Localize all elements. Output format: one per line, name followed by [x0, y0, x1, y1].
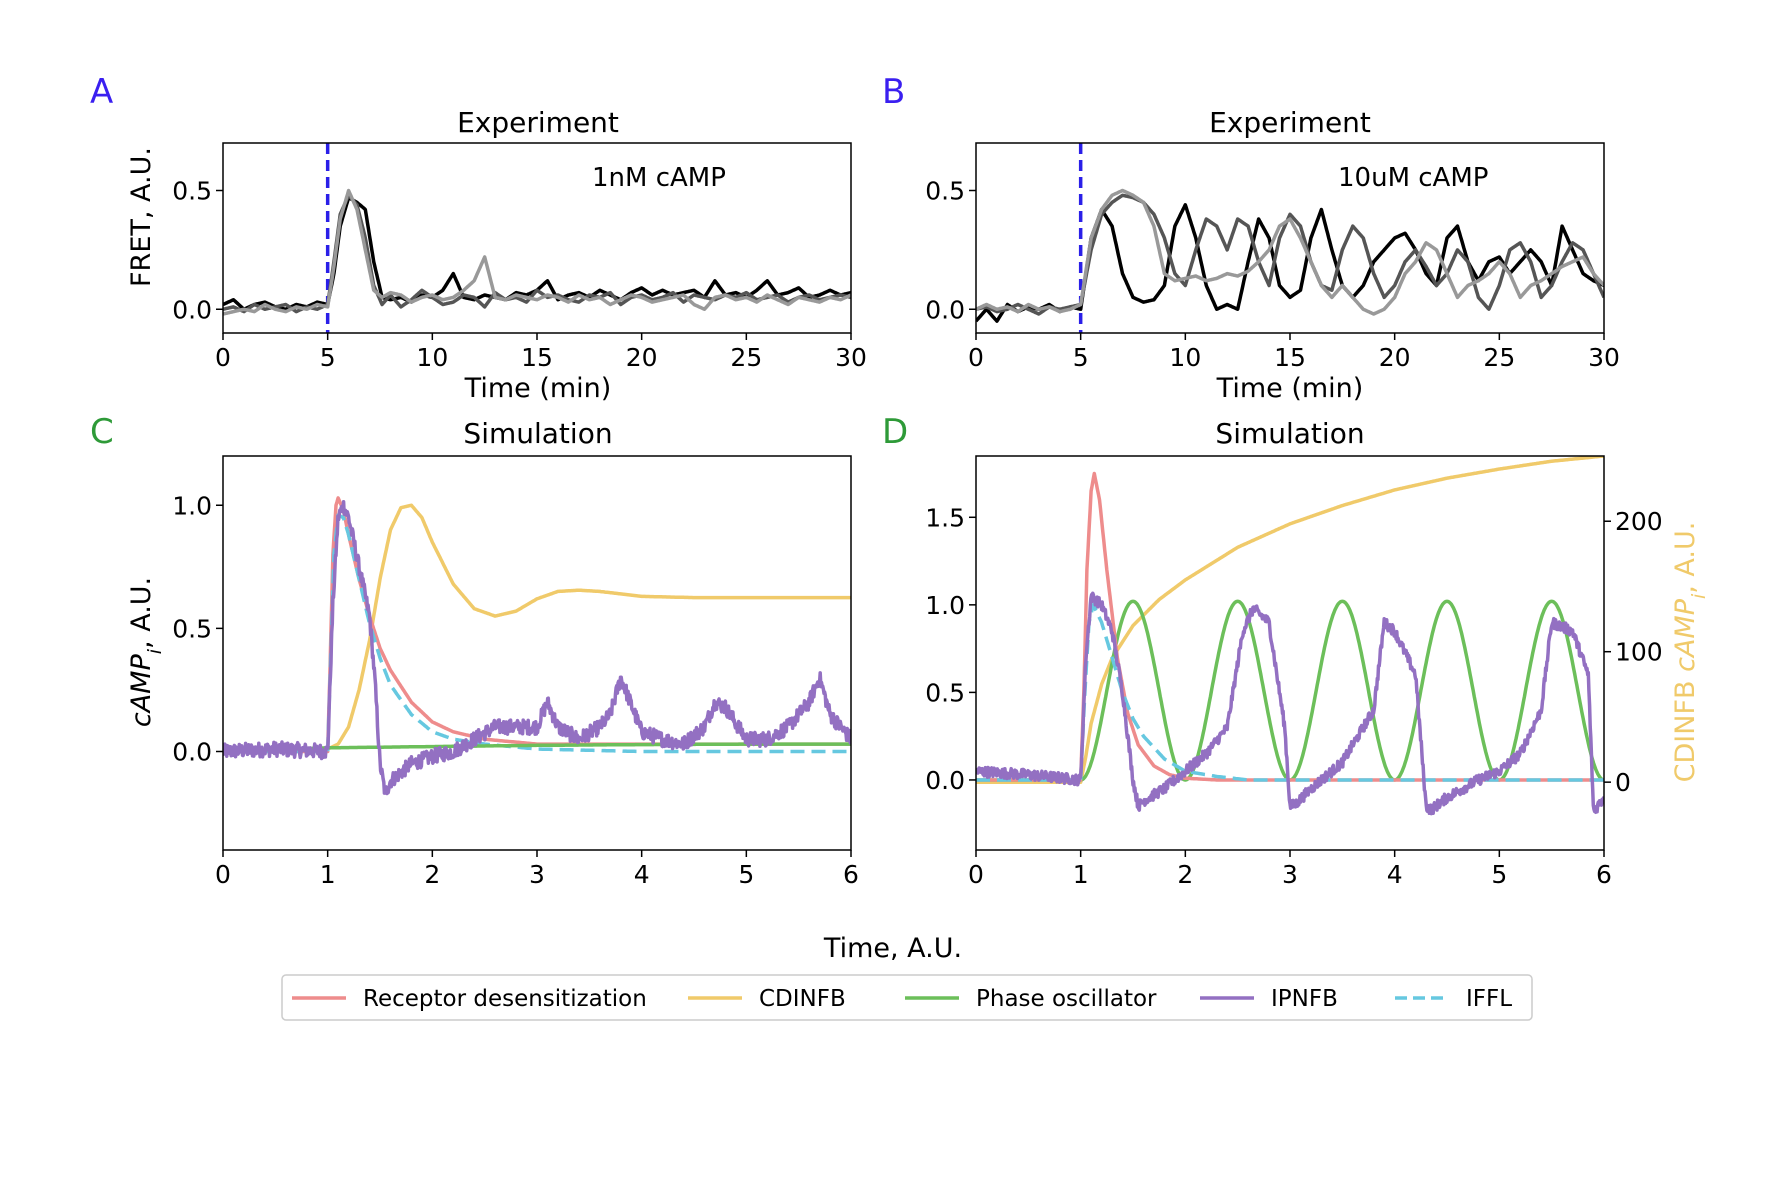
panel-c-plot: 0 1 2 3 4 5 6 0.0 0.5 1.0: [172, 455, 859, 889]
panel-b: B Experiment 10uM cAMP Time (min): [882, 72, 1488, 404]
x-tick-label: 1: [1073, 860, 1089, 889]
y2-tick-label: 100: [1615, 638, 1663, 667]
panel-a-annotation: 1nM cAMP: [592, 163, 726, 193]
x-tick-label: 2: [1177, 860, 1193, 889]
series-line-ipnfb: [976, 591, 1604, 816]
plot-frame: [222, 455, 852, 851]
x-tick-label: 3: [1282, 860, 1298, 889]
legend-label-ipnfb: IPNFB: [1271, 986, 1338, 1012]
y2-tick-label: 200: [1615, 507, 1663, 536]
y-tick-label: 1.5: [925, 503, 965, 532]
x-tick-label: 5: [738, 860, 754, 889]
series-line-trace-2: [976, 188, 1604, 316]
series-line-trace-0: [976, 203, 1604, 323]
series-group: [976, 456, 1604, 816]
panel-b-xlabel: Time (min): [1216, 373, 1364, 404]
legend: Receptor desensitization CDINFB Phase osci…: [281, 974, 1533, 1021]
series-group: [976, 143, 1604, 333]
legend-label-phase-oscillator: Phase oscillator: [976, 986, 1157, 1012]
y-tick-label: 0.0: [925, 295, 965, 324]
x-tick-label: 3: [529, 860, 545, 889]
series-line-iffl: [223, 513, 851, 754]
series-line-ipnfb: [223, 500, 851, 796]
y-tick-label: 0.5: [925, 177, 965, 206]
panel-a-xlabel: Time (min): [464, 373, 612, 404]
x-tick-label: 25: [1483, 343, 1515, 372]
series-group: [223, 496, 851, 796]
series-group: [223, 143, 851, 333]
y2-tick-label: 0: [1615, 768, 1631, 797]
panel-a-letter: A: [90, 72, 113, 112]
x-tick-label: 30: [1588, 343, 1620, 372]
x-tick-label: 10: [416, 343, 448, 372]
panel-d-plot: 0 1 2 3 4 5 6 0.0 0.5 1.0 1.5 0 100 200: [925, 455, 1663, 889]
panel-a-plot: 0 5 10 15 20 25 30 0.0 0.5: [172, 142, 867, 372]
x-tick-label: 30: [835, 343, 867, 372]
panel-d-letter: D: [882, 412, 908, 452]
y-tick-label: 0.5: [925, 678, 965, 707]
x-tick-label: 15: [1274, 343, 1306, 372]
x-tick-label: 20: [1379, 343, 1411, 372]
panel-b-annotation: 10uM cAMP: [1338, 163, 1488, 193]
x-tick-label: 1: [320, 860, 336, 889]
y-tick-label: 1.0: [925, 591, 965, 620]
series-line-cdinfb: [223, 503, 851, 751]
x-tick-label: 4: [634, 860, 650, 889]
panel-d-title: Simulation: [1215, 417, 1364, 450]
panel-c-title: Simulation: [463, 417, 612, 450]
x-tick-label: 20: [626, 343, 658, 372]
series-line-iffl: [976, 603, 1604, 782]
panel-a: A Experiment 1nM cAMP Time (min) FRET, A…: [90, 72, 726, 404]
x-tick-label: 5: [320, 343, 336, 372]
x-tick-label: 5: [1491, 860, 1507, 889]
y-tick-label: 0.0: [172, 738, 212, 767]
x-tick-label: 6: [1596, 860, 1612, 889]
y-tick-label: 0.5: [172, 614, 212, 643]
panel-c-ylabel: cAMPi, A.U.: [126, 577, 166, 727]
panel-c: C Simulation cAMPi, A.U.: [90, 412, 613, 727]
legend-label-cdinfb: CDINFB: [759, 986, 846, 1012]
x-tick-label: 5: [1073, 343, 1089, 372]
panel-b-title: Experiment: [1209, 106, 1371, 139]
panel-d-y2label: CDINFB cAMPi, A.U.: [1670, 522, 1710, 783]
x-tick-label: 10: [1169, 343, 1201, 372]
x-tick-label: 0: [215, 343, 231, 372]
x-tick-label: 15: [521, 343, 553, 372]
legend-label-iffl: IFFL: [1466, 986, 1512, 1012]
panel-d: D Simulation CDINFB cAMPi, A.U.: [882, 412, 1710, 782]
legend-label-receptor-desensitization: Receptor desensitization: [363, 986, 647, 1012]
shared-xlabel: Time, A.U.: [823, 933, 962, 964]
x-tick-label: 2: [424, 860, 440, 889]
y-tick-label: 0.5: [172, 177, 212, 206]
y-tick-label: 1.0: [172, 491, 212, 520]
x-tick-label: 6: [843, 860, 859, 889]
series-line-receptor-desensitization: [223, 496, 851, 754]
x-tick-label: 0: [215, 860, 231, 889]
series-line-cdinfb: [976, 456, 1604, 784]
x-tick-label: 0: [968, 860, 984, 889]
y-tick-label: 0.0: [172, 295, 212, 324]
panel-a-title: Experiment: [457, 106, 619, 139]
x-tick-label: 0: [968, 343, 984, 372]
panel-a-ylabel: FRET, A.U.: [126, 147, 157, 287]
series-line-trace-2: [223, 188, 851, 316]
panel-b-plot: 0 5 10 15 20 25 30 0.0 0.5: [925, 142, 1620, 372]
series-line-receptor-desensitization: [976, 471, 1604, 782]
series-line-trace-1: [223, 193, 851, 314]
x-tick-label: 4: [1387, 860, 1403, 889]
panel-c-letter: C: [90, 412, 114, 452]
y-tick-label: 0.0: [925, 766, 965, 795]
x-tick-label: 25: [730, 343, 762, 372]
series-line-phase-oscillator: [976, 599, 1604, 782]
plot-frame: [975, 142, 1605, 334]
panel-b-letter: B: [882, 72, 905, 112]
